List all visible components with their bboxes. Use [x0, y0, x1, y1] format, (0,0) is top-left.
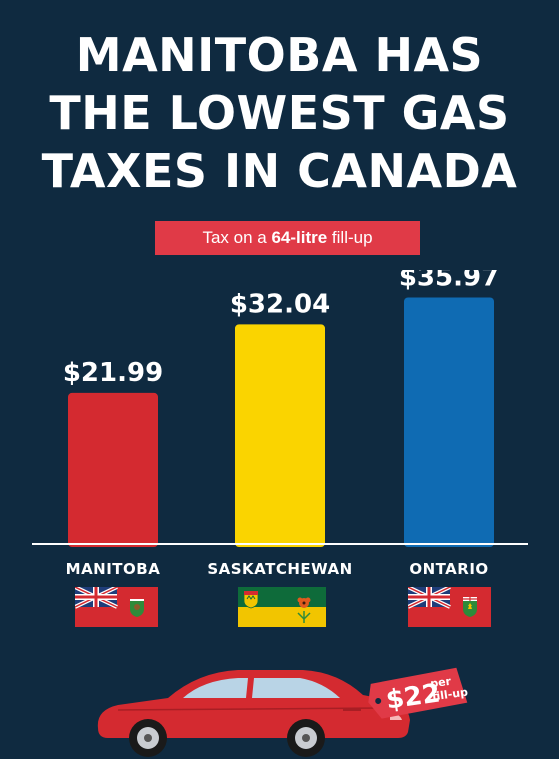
bar-saskatchewan	[235, 324, 325, 547]
car-icon	[97, 670, 410, 757]
subtitle-badge: Tax on a 64-litre fill-up	[155, 221, 420, 255]
saskatchewan-shield-icon	[243, 590, 259, 609]
title-line-3: TAXES IN CANADA	[41, 144, 518, 198]
subtitle-prefix: Tax on a	[202, 228, 272, 247]
price-per: per	[429, 675, 452, 691]
manitoba-shield-icon	[130, 597, 144, 617]
price-amount: $22	[384, 678, 442, 715]
category-label-ontario: ONTARIO	[409, 560, 488, 578]
ontario-flag	[408, 587, 491, 627]
title-line-1: MANITOBA HAS	[75, 28, 484, 82]
saskatchewan-flag	[238, 587, 326, 627]
value-label-saskatchewan: $32.04	[230, 289, 330, 319]
bar-ontario	[404, 297, 494, 547]
bar-chart: $21.99 MANITOBA $32.04 SASKATCHEWAN $35.97 ON…	[32, 270, 528, 578]
bar-manitoba	[68, 392, 158, 547]
manitoba-flag	[75, 587, 158, 627]
price-tag: $22 per fill-up	[368, 667, 469, 719]
value-label-ontario: $35.97	[399, 270, 499, 293]
subtitle-bold: 64-litre	[271, 228, 328, 247]
subtitle-suffix: fill-up	[327, 228, 373, 247]
category-label-manitoba: MANITOBA	[66, 560, 161, 578]
prairie-lily-icon	[297, 597, 311, 623]
title-line-2: THE LOWEST GAS	[49, 86, 510, 140]
price-fillup: fill-up	[431, 685, 469, 703]
car-illustration: $22 per fill-up	[97, 667, 469, 757]
value-label-manitoba: $21.99	[63, 358, 163, 388]
page-title: MANITOBA HAS THE LOWEST GAS TAXES IN CAN…	[0, 26, 559, 200]
category-label-saskatchewan: SASKATCHEWAN	[207, 560, 352, 578]
union-jack-icon	[75, 587, 118, 609]
union-jack-icon	[408, 587, 451, 609]
ontario-shield-icon	[463, 597, 477, 617]
